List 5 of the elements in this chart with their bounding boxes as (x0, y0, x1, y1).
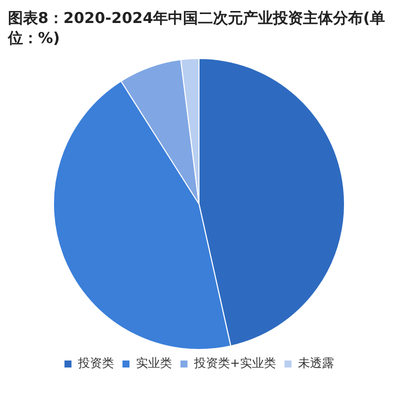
legend-label: 未透露 (298, 356, 334, 370)
legend-label: 实业类 (136, 356, 172, 370)
chart-title: 图表8：2020-2024年中国二次元产业投资主体分布(单位：%) (8, 8, 386, 48)
legend-label: 投资类 (76, 356, 114, 370)
legend-label: 投资类+实业类 (192, 356, 276, 370)
